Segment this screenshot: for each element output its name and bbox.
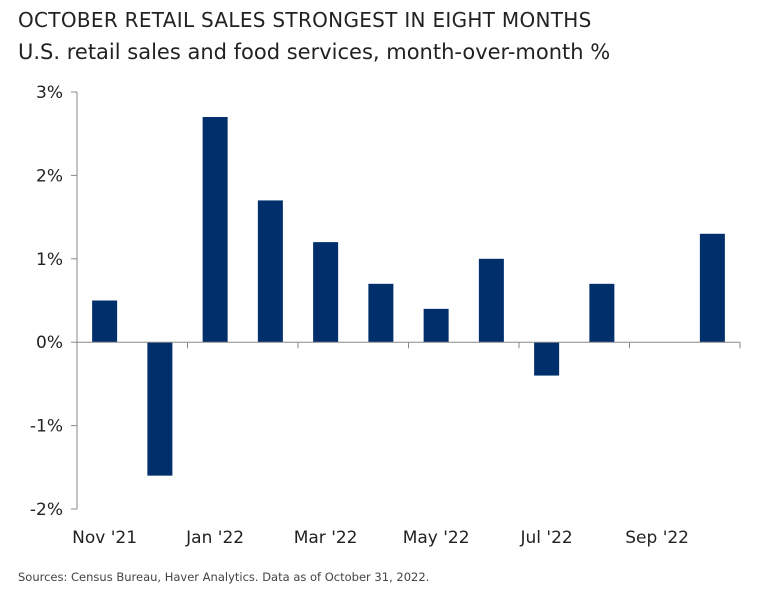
x-tick-label: Jul '22 — [520, 528, 573, 548]
bar-feb-22 — [257, 200, 283, 343]
x-tick-label: Sep '22 — [625, 528, 689, 548]
y-tick-label: 3% — [36, 83, 63, 103]
bar-mar-22 — [313, 242, 339, 343]
bar-aug-22 — [589, 283, 615, 343]
chart-subtitle: U.S. retail sales and food services, mon… — [18, 40, 611, 64]
x-tick-label: Nov '21 — [72, 528, 137, 548]
y-tick-label: -1% — [30, 417, 63, 437]
chart-title: OCTOBER RETAIL SALES STRONGEST IN EIGHT … — [18, 8, 592, 32]
x-tick-label: May '22 — [403, 528, 470, 548]
bar-dec-21 — [147, 342, 173, 476]
source-note: Sources: Census Bureau, Haver Analytics.… — [18, 570, 430, 584]
bar-jun-22 — [478, 258, 504, 343]
y-tick-label: 2% — [36, 166, 63, 186]
bar-jan-22 — [202, 117, 228, 343]
bar-nov-21 — [92, 300, 118, 343]
y-tick-label: 1% — [36, 250, 63, 270]
bar-oct-22 — [699, 233, 725, 343]
bar-may-22 — [423, 308, 449, 343]
y-tick-label: 0% — [36, 333, 63, 353]
x-tick-label: Mar '22 — [294, 528, 358, 548]
bar-apr-22 — [368, 283, 394, 343]
x-tick-label: Jan '22 — [185, 528, 244, 548]
y-tick-label: -2% — [30, 500, 63, 520]
bar-jul-22 — [534, 342, 560, 376]
